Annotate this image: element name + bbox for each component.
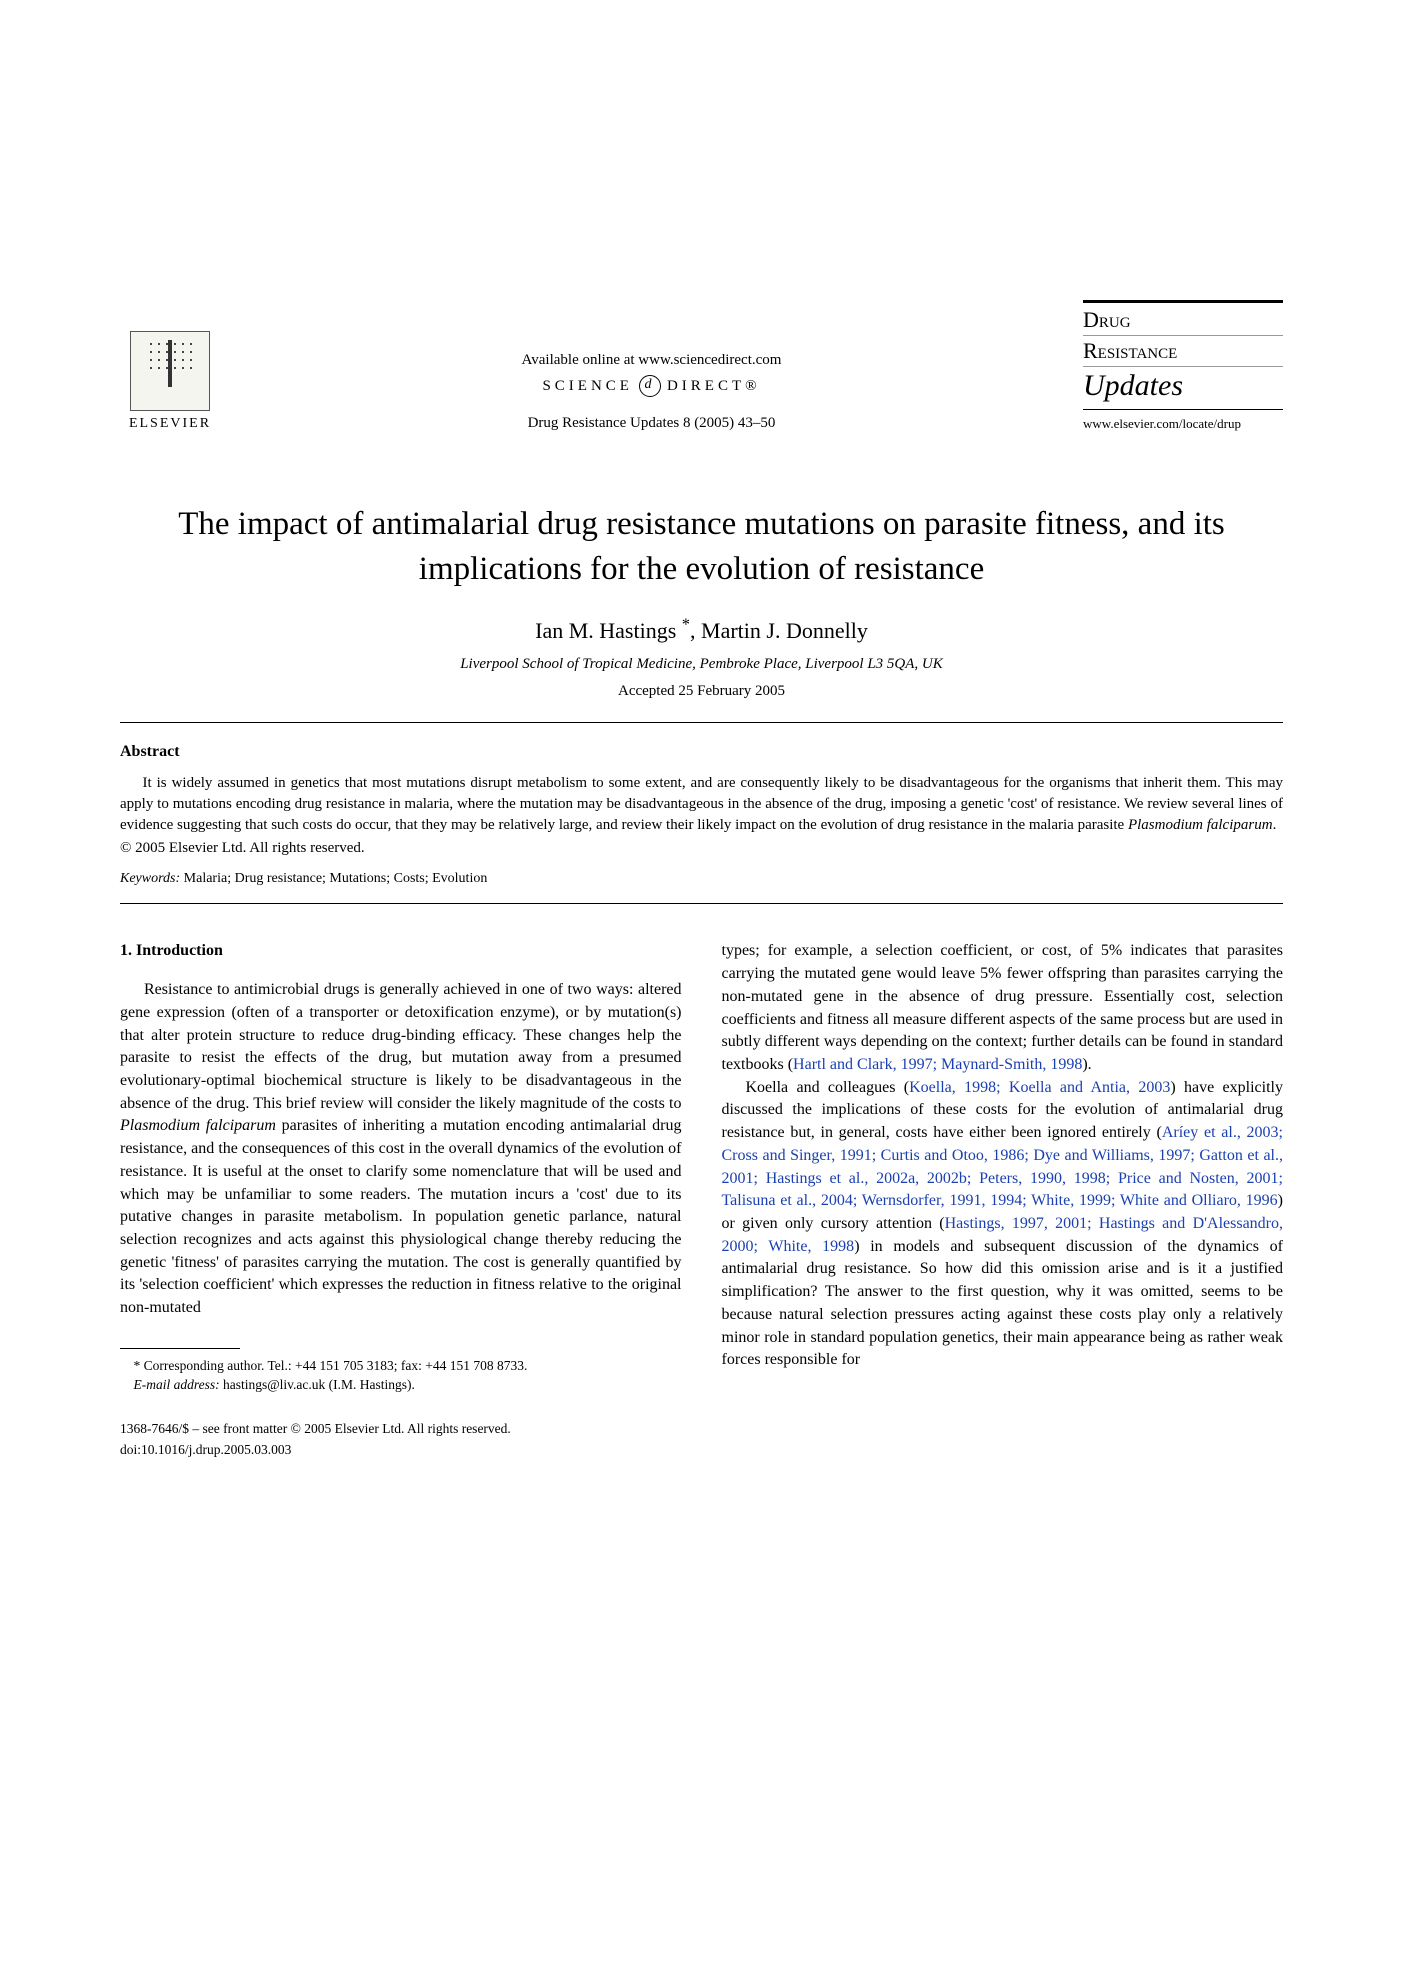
- journal-logo-block: Drug Resistance Updates www.elsevier.com…: [1083, 300, 1283, 432]
- cite-koella[interactable]: Koella, 1998; Koella and Antia, 2003: [909, 1079, 1170, 1096]
- article-title: The impact of antimalarial drug resistan…: [120, 502, 1283, 591]
- email-label: E-mail address:: [134, 1377, 220, 1392]
- intro-para-1: Resistance to antimicrobial drugs is gen…: [120, 979, 682, 1320]
- header-center: Available online at www.sciencedirect.co…: [220, 352, 1083, 432]
- science-direct-logo: SCIENCE DIRECT®: [542, 375, 760, 397]
- column-left: 1. Introduction Resistance to antimicrob…: [120, 940, 682, 1459]
- keywords-label: Keywords:: [120, 871, 180, 886]
- authors-text: Ian M. Hastings *, Martin J. Donnelly: [535, 618, 868, 643]
- c2p1b: ).: [1082, 1056, 1091, 1073]
- cite-hartl[interactable]: Hartl and Clark, 1997; Maynard-Smith, 19…: [793, 1056, 1082, 1073]
- keywords-values: Malaria; Drug resistance; Mutations; Cos…: [180, 871, 487, 886]
- footer-doi: doi:10.1016/j.drup.2005.03.003: [120, 1440, 682, 1459]
- abstract-body: It is widely assumed in genetics that mo…: [120, 775, 1283, 833]
- rule-bottom: [120, 903, 1283, 904]
- section-heading-intro: 1. Introduction: [120, 940, 682, 963]
- elsevier-text: ELSEVIER: [129, 416, 211, 432]
- col2-para-1: types; for example, a selection coeffici…: [722, 940, 1284, 1076]
- journal-reference: Drug Resistance Updates 8 (2005) 43–50: [260, 415, 1043, 432]
- c2p1a: types; for example, a selection coeffici…: [722, 942, 1284, 1073]
- science-direct-icon: [639, 375, 661, 397]
- column-right: types; for example, a selection coeffici…: [722, 940, 1284, 1459]
- header-row: ELSEVIER Available online at www.science…: [120, 300, 1283, 432]
- footnote-separator: [120, 1348, 240, 1349]
- col2-para-2: Koella and colleagues (Koella, 1998; Koe…: [722, 1077, 1284, 1372]
- copyright: © 2005 Elsevier Ltd. All rights reserved…: [120, 840, 1283, 857]
- available-online-text: Available online at www.sciencedirect.co…: [260, 352, 1043, 369]
- authors: Ian M. Hastings *, Martin J. Donnelly: [120, 615, 1283, 644]
- body-columns: 1. Introduction Resistance to antimicrob…: [120, 940, 1283, 1459]
- email-value: hastings@liv.ac.uk (I.M. Hastings).: [220, 1377, 415, 1392]
- journal-logo-box: Drug Resistance Updates: [1083, 300, 1283, 410]
- journal-url: www.elsevier.com/locate/drup: [1083, 416, 1283, 432]
- affiliation: Liverpool School of Tropical Medicine, P…: [120, 656, 1283, 673]
- sd-right: DIRECT®: [667, 378, 761, 395]
- abstract-heading: Abstract: [120, 743, 1283, 761]
- c2p2d: ) in models and subsequent discussion of…: [722, 1238, 1284, 1369]
- journal-logo-line3: Updates: [1083, 367, 1283, 403]
- sd-left: SCIENCE: [542, 378, 633, 395]
- journal-logo-line1: Drug: [1083, 307, 1283, 336]
- c2p2a: Koella and colleagues (: [746, 1079, 910, 1096]
- footnote-corresponding: * Corresponding author. Tel.: +44 151 70…: [120, 1357, 682, 1376]
- footnote-email: E-mail address: hastings@liv.ac.uk (I.M.…: [120, 1376, 682, 1395]
- keywords-line: Keywords: Malaria; Drug resistance; Muta…: [120, 871, 1283, 887]
- accepted-date: Accepted 25 February 2005: [120, 683, 1283, 700]
- footer-issn: 1368-7646/$ – see front matter © 2005 El…: [120, 1419, 682, 1438]
- abstract-block: Abstract It is widely assumed in genetic…: [120, 723, 1283, 903]
- journal-logo-line2: Resistance: [1083, 336, 1283, 367]
- elsevier-logo: ELSEVIER: [120, 322, 220, 432]
- elsevier-tree-icon: [130, 331, 210, 411]
- abstract-text: It is widely assumed in genetics that mo…: [120, 773, 1283, 836]
